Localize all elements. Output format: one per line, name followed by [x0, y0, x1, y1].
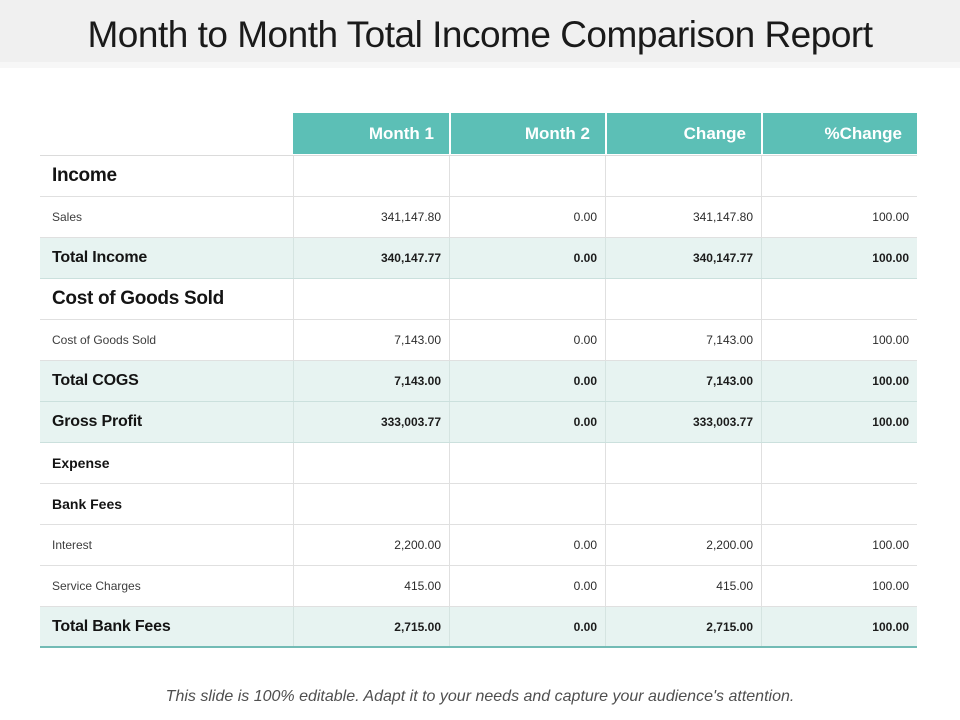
title-band: Month to Month Total Income Comparison R…: [0, 0, 960, 68]
cell-pct-change: 100.00: [761, 197, 917, 237]
income-comparison-table: Month 1 Month 2 Change %Change Income Sa…: [40, 113, 917, 648]
cell-change: [605, 443, 761, 483]
slide-title: Month to Month Total Income Comparison R…: [87, 14, 873, 55]
table-row-cogs-item: Cost of Goods Sold 7,143.00 0.00 7,143.0…: [40, 320, 917, 361]
cell-change: 340,147.77: [605, 238, 761, 278]
cell-month-2: 0.00: [449, 197, 605, 237]
cell-month-2: [449, 279, 605, 319]
cell-change: 7,143.00: [605, 361, 761, 401]
cell-change: 333,003.77: [605, 402, 761, 442]
cell-month-2: 0.00: [449, 402, 605, 442]
slide-footer-note: This slide is 100% editable. Adapt it to…: [165, 688, 795, 705]
row-label: Bank Fees: [52, 496, 123, 512]
cell-change: 7,143.00: [605, 320, 761, 360]
cell-pct-change: 100.00: [761, 525, 917, 565]
cell-month-1: [293, 443, 449, 483]
cell-month-1: 341,147.80: [293, 197, 449, 237]
row-label: Cost of Goods Sold: [52, 333, 157, 347]
cell-month-2: [449, 443, 605, 483]
cell-pct-change: 100.00: [761, 607, 917, 646]
row-label: Total COGS: [52, 372, 139, 389]
cell-month-1: 2,200.00: [293, 525, 449, 565]
table-row-total-cogs: Total COGS 7,143.00 0.00 7,143.00 100.00: [40, 361, 917, 402]
table-row-bank-fees: Bank Fees: [40, 484, 917, 525]
cell-change: 341,147.80: [605, 197, 761, 237]
header-month-2: Month 2: [449, 113, 605, 154]
header-change: Change: [605, 113, 761, 154]
cell-month-2: 0.00: [449, 566, 605, 606]
cell-month-2: 0.00: [449, 238, 605, 278]
cell-month-1: 415.00: [293, 566, 449, 606]
cell-month-2: [449, 156, 605, 196]
cell-month-2: 0.00: [449, 320, 605, 360]
cell-month-1: 7,143.00: [293, 320, 449, 360]
row-label: Total Bank Fees: [52, 617, 171, 635]
row-label: Sales: [52, 210, 83, 224]
header-month-1: Month 1: [293, 113, 449, 154]
cell-month-2: [449, 484, 605, 524]
cell-pct-change: 100.00: [761, 238, 917, 278]
table-row-cogs-section: Cost of Goods Sold: [40, 279, 917, 320]
cell-month-2: 0.00: [449, 607, 605, 646]
table-row-total-bank-fees: Total Bank Fees 2,715.00 0.00 2,715.00 1…: [40, 607, 917, 648]
row-label: Cost of Goods Sold: [52, 288, 224, 309]
row-label: Service Charges: [52, 579, 141, 593]
cell-month-1: [293, 156, 449, 196]
cell-month-1: 340,147.77: [293, 238, 449, 278]
table-row-income-section: Income: [40, 156, 917, 197]
cell-month-1: [293, 484, 449, 524]
header-empty-cell: [40, 113, 293, 154]
row-label: Gross Profit: [52, 413, 143, 430]
cell-pct-change: [761, 279, 917, 319]
cell-change: 2,715.00: [605, 607, 761, 646]
cell-change: [605, 279, 761, 319]
table-row-interest: Interest 2,200.00 0.00 2,200.00 100.00: [40, 525, 917, 566]
header-pct-change: %Change: [761, 113, 917, 154]
table-row-expense: Expense: [40, 443, 917, 484]
cell-pct-change: 100.00: [761, 320, 917, 360]
cell-month-1: 7,143.00: [293, 361, 449, 401]
row-label: Expense: [52, 455, 110, 471]
cell-month-1: [293, 279, 449, 319]
cell-pct-change: 100.00: [761, 361, 917, 401]
cell-month-1: 333,003.77: [293, 402, 449, 442]
cell-month-2: 0.00: [449, 361, 605, 401]
cell-pct-change: 100.00: [761, 566, 917, 606]
table-row-service-charges: Service Charges 415.00 0.00 415.00 100.0…: [40, 566, 917, 607]
table-row-sales: Sales 341,147.80 0.00 341,147.80 100.00: [40, 197, 917, 238]
table-row-total-income: Total Income 340,147.77 0.00 340,147.77 …: [40, 238, 917, 279]
table-header-row: Month 1 Month 2 Change %Change: [40, 113, 917, 156]
cell-month-1: 2,715.00: [293, 607, 449, 646]
cell-change: 2,200.00: [605, 525, 761, 565]
cell-change: [605, 484, 761, 524]
table-row-gross-profit: Gross Profit 333,003.77 0.00 333,003.77 …: [40, 402, 917, 443]
row-label: Income: [52, 165, 117, 186]
cell-pct-change: 100.00: [761, 402, 917, 442]
cell-change: [605, 156, 761, 196]
row-label: Interest: [52, 538, 93, 552]
cell-pct-change: [761, 156, 917, 196]
cell-pct-change: [761, 484, 917, 524]
cell-pct-change: [761, 443, 917, 483]
cell-change: 415.00: [605, 566, 761, 606]
row-label: Total Income: [52, 249, 148, 266]
cell-month-2: 0.00: [449, 525, 605, 565]
